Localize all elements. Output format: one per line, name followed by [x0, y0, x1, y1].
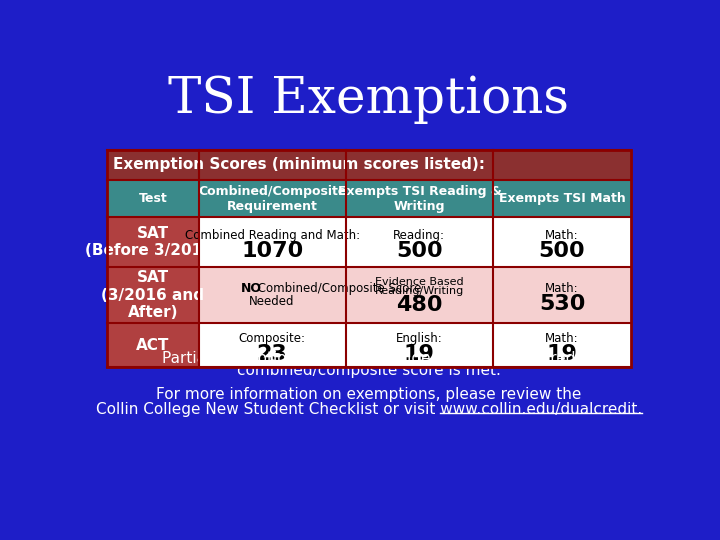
Text: Reading/Writing: Reading/Writing [374, 286, 464, 296]
Text: 500: 500 [539, 241, 585, 261]
Bar [346, 267, 493, 323]
Text: Composite:: Composite: [238, 332, 305, 345]
Bar [199, 323, 346, 367]
Text: SAT
(Before 3/2016): SAT (Before 3/2016) [86, 226, 220, 259]
Bar [107, 267, 199, 323]
Text: combined/composite score is met.: combined/composite score is met. [237, 363, 501, 378]
Text: 500: 500 [396, 241, 443, 261]
Text: Combined Reading and Math:: Combined Reading and Math: [184, 229, 360, 242]
Text: Collin College New Student Checklist or visit www.collin.edu/dualcredit.: Collin College New Student Checklist or … [96, 402, 642, 417]
Bar [493, 323, 631, 367]
Bar [107, 323, 199, 367]
Bar [107, 150, 631, 367]
Text: Needed: Needed [249, 295, 295, 308]
Text: NO: NO [241, 282, 262, 295]
Bar [199, 180, 346, 217]
Text: ACT: ACT [136, 338, 169, 353]
Text: Test: Test [138, 192, 167, 205]
Text: Math:: Math: [545, 332, 579, 345]
Bar [107, 180, 199, 217]
Text: Exempts TSI Math: Exempts TSI Math [498, 192, 626, 205]
Bar [346, 180, 493, 217]
Text: For more information on exemptions, please review the: For more information on exemptions, plea… [156, 387, 582, 402]
Bar [493, 180, 631, 217]
Text: Math:: Math: [545, 229, 579, 242]
Text: 480: 480 [396, 295, 443, 315]
Text: Math:: Math: [545, 281, 579, 295]
Text: Combined/Composite
Requirement: Combined/Composite Requirement [198, 185, 346, 213]
Text: 1070: 1070 [241, 241, 303, 261]
Text: Evidence Based: Evidence Based [375, 277, 464, 287]
Bar [199, 267, 346, 323]
Text: 23: 23 [257, 343, 287, 363]
Text: Exemption Scores (minimum scores listed):: Exemption Scores (minimum scores listed)… [113, 157, 485, 172]
Text: 19: 19 [404, 343, 435, 363]
Bar [493, 267, 631, 323]
Bar [107, 217, 199, 267]
Text: 19: 19 [546, 343, 577, 363]
Text: SAT
(3/2016 and
After): SAT (3/2016 and After) [102, 270, 204, 320]
Text: TSI Exemptions: TSI Exemptions [168, 75, 570, 124]
Bar [346, 217, 493, 267]
Text: English:: English: [396, 332, 443, 345]
Bar [199, 217, 346, 267]
Bar [346, 323, 493, 367]
Text: Combined/Composite Score: Combined/Composite Score [254, 282, 422, 295]
Text: 530: 530 [539, 294, 585, 314]
Text: Partial exemptions allowed provided that the required: Partial exemptions allowed provided that… [162, 352, 576, 367]
Bar [107, 150, 631, 180]
Bar [493, 217, 631, 267]
Text: Reading:: Reading: [393, 229, 446, 242]
Text: Exempts TSI Reading &
Writing: Exempts TSI Reading & Writing [338, 185, 501, 213]
